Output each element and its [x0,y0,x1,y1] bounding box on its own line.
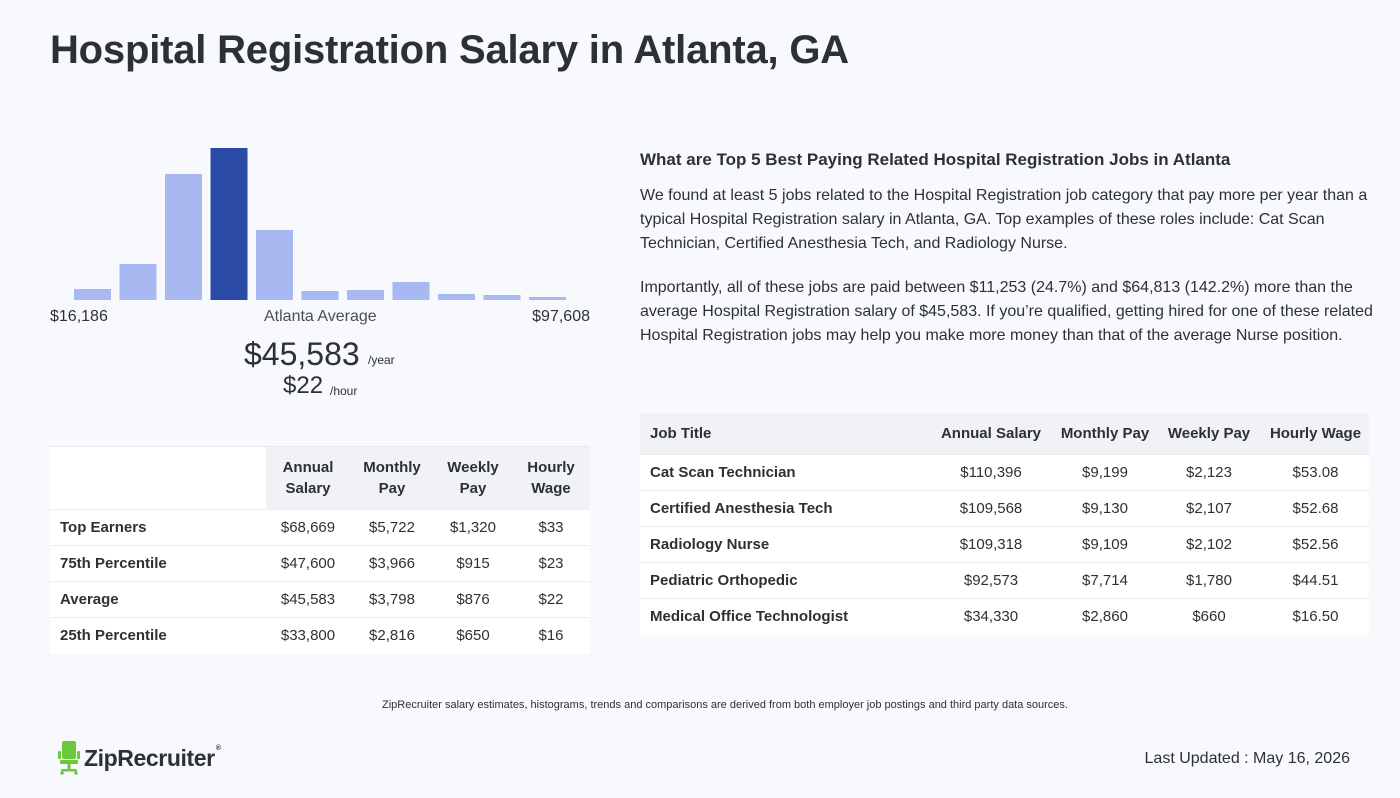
related-jobs-paragraph-2: Importantly, all of these jobs are paid … [640,279,1373,344]
histogram-bar [347,290,384,300]
percentile-header-monthly: Monthly Pay [350,446,434,510]
hourly-wage-cell: $52.56 [1262,526,1369,563]
table-row: Average $45,583 $3,798 $876 $22 [50,581,590,618]
histogram-bar [438,294,475,300]
hourly-wage-cell: $23 [512,545,590,582]
percentile-header-hourly: Hourly Wage [512,446,590,510]
page-title: Hospital Registration Salary in Atlanta,… [50,28,849,72]
weekly-pay-cell: $2,102 [1156,526,1262,563]
jobs-table-header-row: Job Title Annual Salary Monthly Pay Week… [640,413,1369,455]
percentile-table-header-row: Annual Salary Monthly Pay Weekly Pay Hou… [50,446,590,510]
histogram-bar [483,295,521,300]
percentile-header-blank [50,446,266,510]
annual-salary-cell: $109,318 [928,526,1054,563]
yearly-salary-unit: /year [368,353,395,367]
percentile-table: Annual Salary Monthly Pay Weekly Pay Hou… [50,446,590,654]
weekly-pay-cell: $915 [434,545,512,582]
monthly-pay-cell: $3,798 [350,581,434,618]
histogram-max-label: $97,608 [532,308,590,325]
histogram-min-label: $16,186 [50,308,108,325]
chair-icon [58,741,80,775]
related-jobs-heading: What are Top 5 Best Paying Related Hospi… [640,150,1231,169]
jobs-header-hourly: Hourly Wage [1262,413,1369,455]
hourly-wage-unit: /hour [330,384,358,398]
histogram-chart [74,148,566,300]
logo-wordmark: ZipRecruiter [84,744,215,771]
histogram-bar [165,174,202,300]
weekly-pay-cell: $876 [434,581,512,618]
annual-salary-cell: $33,800 [266,617,350,654]
hourly-wage-cell: $53.08 [1262,454,1369,491]
hourly-wage-cell: $16.50 [1262,598,1369,635]
monthly-pay-cell: $3,966 [350,545,434,582]
logo-text: ZipRecruiter® [84,744,221,772]
monthly-pay-cell: $5,722 [350,509,434,546]
histogram-bar [74,289,111,300]
annual-salary-cell: $34,330 [928,598,1054,635]
jobs-header-title: Job Title [640,413,928,455]
annual-salary-cell: $110,396 [928,454,1054,491]
weekly-pay-cell: $2,107 [1156,490,1262,527]
table-row: Top Earners $68,669 $5,722 $1,320 $33 [50,509,590,546]
data-source-disclaimer: ZipRecruiter salary estimates, histogram… [382,699,1068,711]
job-title-cell: Certified Anesthesia Tech [640,490,928,527]
hourly-wage-cell: $44.51 [1262,562,1369,599]
table-row: Certified Anesthesia Tech $109,568 $9,13… [640,490,1369,527]
ziprecruiter-logo[interactable]: ZipRecruiter® [58,740,221,776]
histogram-bar-average [210,148,248,300]
yearly-salary-amount: $45,583 [244,336,360,372]
histogram-bar [301,291,339,300]
monthly-pay-cell: $2,860 [1054,598,1156,635]
weekly-pay-cell: $1,780 [1156,562,1262,599]
hourly-wage-amount: $22 [283,372,324,399]
weekly-pay-cell: $650 [434,617,512,654]
related-jobs-table: Job Title Annual Salary Monthly Pay Week… [640,413,1369,635]
monthly-pay-cell: $9,199 [1054,454,1156,491]
job-title-cell: Cat Scan Technician [640,454,928,491]
weekly-pay-cell: $1,320 [434,509,512,546]
jobs-header-annual: Annual Salary [928,413,1054,455]
histogram-bar [256,230,293,300]
last-updated: Last Updated : May 16, 2026 [1144,750,1350,767]
row-label: Top Earners [50,509,266,546]
table-row: Cat Scan Technician $110,396 $9,199 $2,1… [640,454,1369,491]
annual-salary-cell: $109,568 [928,490,1054,527]
hourly-wage-cell: $22 [512,581,590,618]
job-title-cell: Pediatric Orthopedic [640,562,928,599]
percentile-header-annual: Annual Salary [266,446,350,510]
hourly-wage-cell: $16 [512,617,590,654]
monthly-pay-cell: $9,109 [1054,526,1156,563]
weekly-pay-cell: $2,123 [1156,454,1262,491]
logo-registered-mark: ® [215,744,221,752]
annual-salary-cell: $68,669 [266,509,350,546]
row-label: 75th Percentile [50,545,266,582]
table-row: Pediatric Orthopedic $92,573 $7,714 $1,7… [640,562,1369,599]
histogram-bar [529,297,566,300]
salary-histogram [50,130,590,302]
monthly-pay-cell: $2,816 [350,617,434,654]
row-label: Average [50,581,266,618]
histogram-average-label: Atlanta Average [264,308,377,325]
weekly-pay-cell: $660 [1156,598,1262,635]
table-row: 25th Percentile $33,800 $2,816 $650 $16 [50,617,590,654]
annual-salary-cell: $45,583 [266,581,350,618]
table-row: Radiology Nurse $109,318 $9,109 $2,102 $… [640,526,1369,563]
percentile-header-weekly: Weekly Pay [434,446,512,510]
job-title-cell: Medical Office Technologist [640,598,928,635]
table-row: 75th Percentile $47,600 $3,966 $915 $23 [50,545,590,582]
histogram-bar [392,282,430,300]
monthly-pay-cell: $9,130 [1054,490,1156,527]
annual-salary-cell: $47,600 [266,545,350,582]
jobs-header-weekly: Weekly Pay [1156,413,1262,455]
related-jobs-paragraph-1: We found at least 5 jobs related to the … [640,187,1368,252]
hourly-wage-cell: $33 [512,509,590,546]
annual-salary-cell: $92,573 [928,562,1054,599]
monthly-pay-cell: $7,714 [1054,562,1156,599]
hourly-wage-cell: $52.68 [1262,490,1369,527]
table-row: Medical Office Technologist $34,330 $2,8… [640,598,1369,635]
row-label: 25th Percentile [50,617,266,654]
histogram-bar [119,264,157,300]
job-title-cell: Radiology Nurse [640,526,928,563]
jobs-header-monthly: Monthly Pay [1054,413,1156,455]
